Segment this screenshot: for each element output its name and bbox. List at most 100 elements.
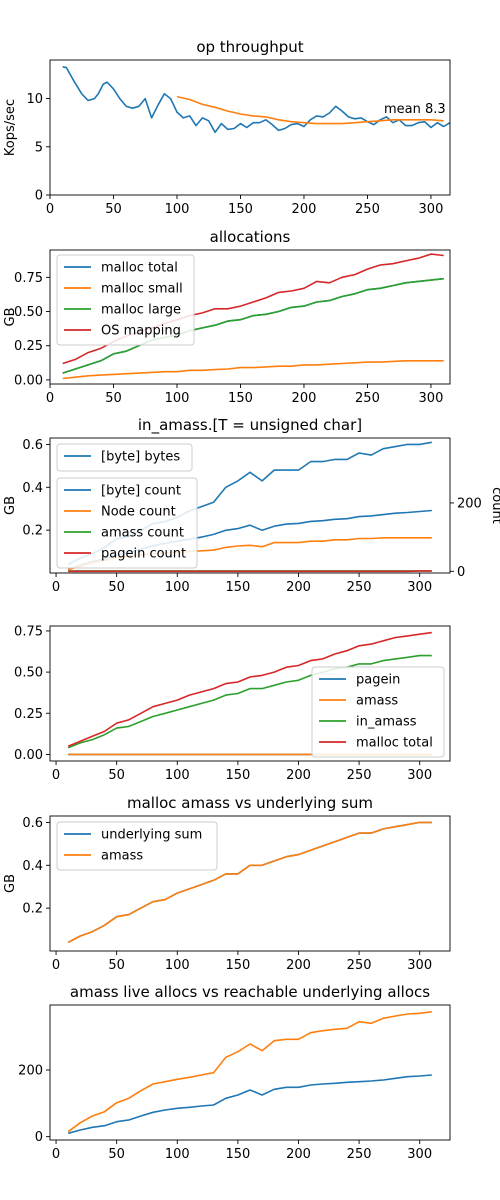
x-tick-label: 0 [46, 391, 54, 406]
y-tick-label: 0.6 [22, 816, 43, 831]
chart-panel-3: in_amass.[T = unsigned char] 0 50 100 150 200… [3, 416, 500, 595]
y-right-tick-label: 0 [457, 565, 465, 580]
legend-left-axis: [byte] bytes [56, 443, 193, 472]
x-tick-label: 100 [165, 768, 190, 783]
chart-title: malloc amass vs underlying sum [127, 794, 373, 812]
legend-frame [56, 821, 218, 871]
legend: underlying sum amass [56, 821, 218, 871]
plot-frame [49, 437, 451, 574]
y-tick-label: 0.25 [14, 707, 43, 722]
x-tick-label: 150 [225, 958, 250, 973]
x-tick-label: 300 [407, 1147, 432, 1162]
y-tick-label: 0 [35, 189, 43, 204]
legend-label: in_amass [356, 715, 417, 730]
chart-title: in_amass.[T = unsigned char] [138, 416, 362, 435]
legend-label: malloc total [101, 261, 178, 276]
x-tick-label: 100 [165, 580, 190, 595]
y-tick-label: 0.75 [14, 624, 43, 639]
plot-frame [49, 815, 451, 952]
chart-panel-5: malloc amass vs underlying sum 0 50 100 150 2… [3, 794, 451, 973]
x-tick-label: 250 [347, 580, 372, 595]
chart-title: op throughput [196, 38, 303, 56]
y-tick-label: 0.25 [14, 339, 43, 354]
legend-label: malloc total [356, 736, 433, 751]
x-tick-label: 50 [105, 202, 122, 217]
x-tick-label: 0 [52, 580, 60, 595]
y-axis-label: Kops/sec [3, 99, 18, 156]
series-line-in-amass [67, 654, 432, 749]
x-tick-label: 0 [52, 768, 60, 783]
x-tick-label: 0 [52, 1147, 60, 1162]
plot-frame [49, 249, 451, 385]
y-axis-label: GB [3, 308, 18, 327]
legend-label: amass [101, 849, 143, 864]
x-tick-label: 100 [165, 202, 190, 217]
y-tick-label: 0.4 [22, 481, 43, 496]
y-right-tick-label: 200 [457, 496, 482, 511]
x-tick-label: 50 [108, 958, 125, 973]
chart-title: amass live allocs vs reachable underlyin… [70, 983, 430, 1001]
plot-frame [49, 625, 451, 762]
x-tick-label: 200 [286, 958, 311, 973]
legend-label: [byte] bytes [101, 450, 180, 465]
x-tick-label: 50 [108, 1147, 125, 1162]
x-tick-label: 200 [286, 768, 311, 783]
legend-label: amass [356, 694, 398, 709]
x-tick-label: 150 [225, 1147, 250, 1162]
legend-frame [56, 477, 198, 569]
x-tick-label: 50 [108, 580, 125, 595]
legend-label: pagein [356, 673, 400, 688]
legend-frame [56, 443, 193, 472]
x-tick-label: 150 [225, 768, 250, 783]
x-tick-label: 100 [165, 1147, 190, 1162]
x-tick-label: 50 [105, 391, 122, 406]
x-tick-label: 250 [355, 202, 380, 217]
chart-panel-1: op throughput 0 50 100 150 200 250 300 0 5 10 Kops/… [3, 38, 451, 217]
legend: malloc total malloc small malloc large OS m… [56, 254, 195, 346]
legend-label: amass count [101, 526, 184, 541]
x-tick-label: 300 [407, 768, 432, 783]
legend-label: [byte] count [101, 484, 181, 499]
series-line-2 [67, 1010, 432, 1133]
plot-frame [49, 1004, 451, 1141]
x-tick-label: 250 [347, 768, 372, 783]
x-tick-label: 0 [46, 202, 54, 217]
x-tick-label: 150 [228, 202, 253, 217]
x-tick-label: 300 [419, 391, 444, 406]
x-tick-label: 300 [407, 580, 432, 595]
y-right-axis-label: count [489, 487, 500, 524]
chart-panel-6: amass live allocs vs reachable underlyin… [18, 983, 451, 1162]
series-line-malloc-total [67, 631, 432, 747]
y-axis-label: GB [3, 874, 18, 893]
x-tick-label: 150 [228, 391, 253, 406]
x-tick-label: 200 [286, 1147, 311, 1162]
y-tick-label: 0.2 [22, 902, 43, 917]
x-tick-label: 250 [347, 958, 372, 973]
series-line-1 [67, 1074, 432, 1135]
x-tick-label: 200 [292, 391, 317, 406]
legend-label: OS mapping [101, 324, 181, 339]
x-tick-label: 100 [165, 958, 190, 973]
y-tick-label: 0.75 [14, 271, 43, 286]
legend-label: malloc large [101, 303, 181, 318]
y-tick-label: 5 [35, 140, 43, 155]
y-tick-label: 0.00 [14, 748, 43, 763]
legend-label: malloc small [101, 282, 183, 297]
x-tick-label: 0 [52, 958, 60, 973]
x-tick-label: 250 [355, 391, 380, 406]
legend-right-axis: [byte] count Node count amass count pagein … [56, 477, 198, 569]
x-tick-label: 100 [165, 391, 190, 406]
legend-label: underlying sum [101, 828, 202, 843]
x-tick-label: 300 [407, 958, 432, 973]
y-tick-label: 0.4 [22, 859, 43, 874]
x-tick-label: 150 [225, 580, 250, 595]
y-tick-label: 0.2 [22, 524, 43, 539]
y-tick-label: 0.50 [14, 305, 43, 320]
x-tick-label: 300 [419, 202, 444, 217]
legend-label: Node count [101, 505, 176, 520]
chart-panel-2: allocations 0 50 100 150 200 250 300 0.00 0.25 0.5… [3, 228, 451, 406]
x-tick-label: 200 [292, 202, 317, 217]
x-tick-label: 250 [347, 1147, 372, 1162]
x-tick-label: 200 [286, 580, 311, 595]
